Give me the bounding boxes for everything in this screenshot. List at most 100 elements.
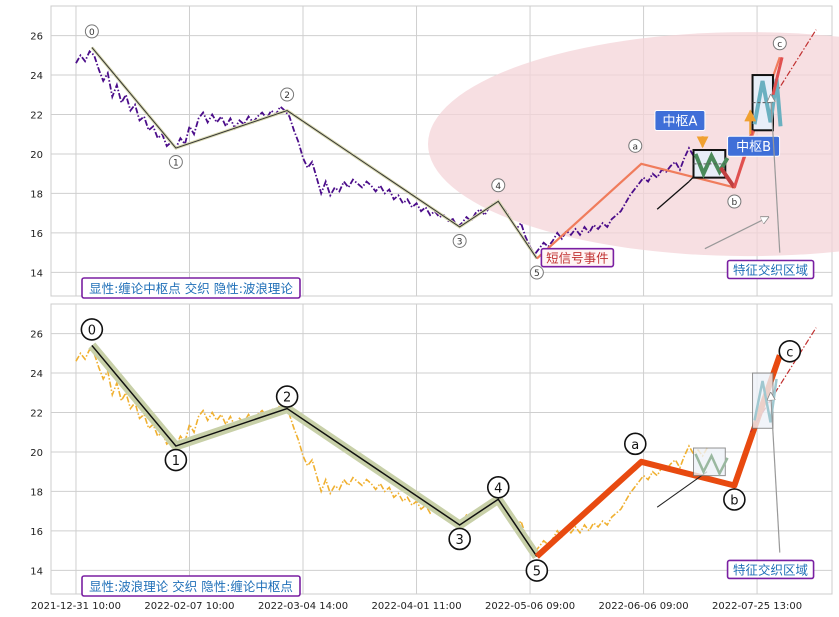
bottom-wave-marker bbox=[525, 559, 549, 582]
x-tick-label: 2022-02-07 10:00 bbox=[144, 601, 234, 612]
bottom-wave-point-5: 5 bbox=[525, 559, 549, 582]
bottom-ytick-label: 20 bbox=[30, 448, 43, 459]
bottom-wave-marker bbox=[778, 339, 802, 363]
bottom-legend-bg bbox=[81, 575, 301, 597]
bottom-wave-label: a bbox=[631, 438, 639, 453]
top-trend-segment bbox=[656, 181, 690, 210]
feature-region-top: 特征交织区域 bbox=[726, 259, 815, 280]
x-tick-label: 2022-06-06 09:00 bbox=[598, 601, 688, 612]
bottom-ytick-label: 22 bbox=[30, 409, 43, 420]
bottom-wave-label: b bbox=[730, 493, 738, 508]
x-tick-label: 2022-05-06 09:00 bbox=[485, 601, 575, 612]
x-tick-label: 2022-03-04 14:00 bbox=[258, 601, 348, 612]
top-wave-point-0: 0 bbox=[84, 24, 99, 39]
bottom-ytick-label: 26 bbox=[30, 330, 43, 341]
top-wave-marker bbox=[280, 87, 295, 102]
bottom-wave-label: 5 bbox=[533, 565, 541, 580]
bottom-price-series bbox=[75, 348, 708, 555]
top-wave-label: 5 bbox=[534, 269, 540, 279]
top-wave-label: 4 bbox=[495, 182, 501, 192]
top-wave-point-1: 1 bbox=[168, 155, 183, 170]
top-ytick-label: 20 bbox=[30, 150, 43, 161]
top-ytick-label: 18 bbox=[30, 189, 43, 200]
pivot-a-label-text: 中枢A bbox=[662, 115, 697, 130]
bottom-wave-point-1: 1 bbox=[164, 448, 188, 472]
top-wave-marker bbox=[452, 233, 467, 248]
top-price-series bbox=[75, 49, 708, 257]
bottom-wave-line bbox=[91, 344, 538, 557]
pivot-a-red-stroke bbox=[719, 166, 737, 189]
short-signal-text: 短信号事件 bbox=[546, 251, 609, 266]
top-ytick-label: 14 bbox=[30, 268, 43, 279]
bottom-wave-label: 3 bbox=[456, 533, 464, 548]
pivot-b-label-text: 中枢B bbox=[736, 140, 771, 155]
top-legend-box: 显性:缠论中枢点 交织 隐性:波浪理论 bbox=[81, 277, 301, 299]
bottom-legend-box: 显性:波浪理论 交织 隐性:缠论中枢点 bbox=[81, 575, 301, 597]
bottom-wave-point-c: c bbox=[778, 339, 802, 363]
top-wave-point-3: 3 bbox=[452, 233, 467, 248]
top-wave-label: 3 bbox=[457, 237, 463, 247]
bottom-wave-point-a: a bbox=[623, 432, 647, 456]
short-signal-arrow bbox=[704, 217, 769, 250]
feature-region-bottom-bg bbox=[726, 559, 815, 580]
bottom-ytick-label: 14 bbox=[30, 566, 43, 577]
top-wave-point-b: b bbox=[727, 194, 742, 209]
bottom-wave-point-3: 3 bbox=[448, 527, 471, 551]
x-tick-label: 2021-12-31 10:00 bbox=[31, 601, 121, 612]
x-tick-label: 2022-04-01 11:00 bbox=[371, 601, 461, 612]
feature-region-top-text: 特征交织区域 bbox=[733, 262, 808, 277]
top-wave-label: c bbox=[777, 40, 782, 50]
top-wave-marker bbox=[529, 265, 544, 280]
top-wave-marker bbox=[628, 138, 643, 153]
feature-region-bottom-arrow bbox=[771, 393, 781, 553]
pivot-a-label: 中枢A bbox=[654, 110, 706, 132]
bottom-ytick-label: 18 bbox=[30, 487, 43, 498]
bottom-ytick-label: 16 bbox=[30, 527, 43, 538]
top-wave-point-5: 5 bbox=[529, 265, 544, 280]
bottom-ytick-label: 24 bbox=[30, 369, 43, 380]
top-wave-marker bbox=[168, 155, 183, 170]
top-ytick-label: 22 bbox=[30, 111, 43, 122]
x-tick-label: 2022-07-25 13:00 bbox=[712, 601, 802, 612]
x-axis: 2021-12-31 10:00 2022-02-07 10:00 2022-03-… bbox=[31, 601, 802, 612]
bottom-trend-segment bbox=[656, 471, 708, 508]
top-wave-point-4: 4 bbox=[491, 178, 506, 193]
top-ytick-label: 16 bbox=[30, 229, 43, 240]
short-signal-box: 短信号事件 bbox=[540, 247, 615, 268]
top-wave-point-c: c bbox=[772, 36, 787, 51]
bottom-pivot-b-zigzag bbox=[753, 378, 778, 423]
bottom-wave-marker bbox=[448, 527, 471, 551]
bottom-wave-point-4: 4 bbox=[486, 476, 510, 499]
short-signal-box-bg bbox=[540, 247, 615, 268]
top-wave-marker bbox=[772, 36, 787, 51]
bottom-pivot-a-zigzag bbox=[694, 453, 729, 477]
feature-region-bottom: 特征交织区域 bbox=[726, 559, 815, 580]
top-wave-point-a: a bbox=[628, 138, 643, 153]
bottom-wave-marker bbox=[623, 432, 647, 456]
pivot-a-label-bg bbox=[654, 110, 706, 132]
top-wave-label: b bbox=[732, 198, 738, 208]
top-wave-marker bbox=[727, 194, 742, 209]
bottom-wave-marker bbox=[723, 488, 746, 511]
bottom-wave-point-0: 0 bbox=[80, 318, 104, 341]
bottom-wave-marker bbox=[80, 318, 104, 341]
top-legend-bg bbox=[81, 277, 301, 299]
top-wave-marker bbox=[491, 178, 506, 193]
top-legend-text: 显性:缠论中枢点 交织 隐性:波浪理论 bbox=[89, 281, 293, 296]
bottom-wave-point-b: b bbox=[723, 488, 746, 511]
bottom-wave-marker bbox=[164, 448, 188, 472]
feature-region-bottom-text: 特征交织区域 bbox=[733, 562, 808, 577]
bottom-wave-marker bbox=[486, 476, 510, 499]
bottom-legend-text: 显性:波浪理论 交织 隐性:缠论中枢点 bbox=[89, 579, 293, 594]
bottom-wave-label: 1 bbox=[172, 454, 180, 469]
top-wave-label: a bbox=[633, 142, 639, 152]
pivot-b-zigzag bbox=[752, 78, 783, 127]
pivot-b-red-stroke bbox=[771, 56, 784, 96]
top-wave-label: 0 bbox=[89, 28, 95, 38]
bottom-wave-label: 2 bbox=[283, 391, 291, 406]
top-ytick-label: 26 bbox=[30, 32, 43, 43]
